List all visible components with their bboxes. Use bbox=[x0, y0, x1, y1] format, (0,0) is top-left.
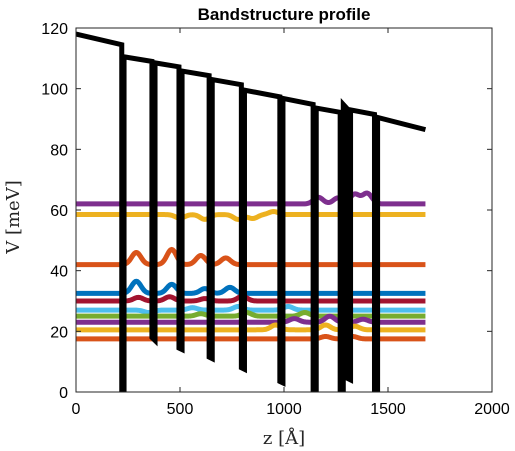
y-tick-label: 40 bbox=[50, 264, 68, 281]
state-curve-2 bbox=[76, 209, 427, 222]
state-curve-1 bbox=[76, 190, 427, 207]
y-tick-label: 100 bbox=[41, 82, 68, 99]
y-tick-label: 60 bbox=[50, 203, 68, 220]
y-axis-label: V [meV] bbox=[3, 180, 24, 255]
y-tick-label: 0 bbox=[59, 385, 68, 402]
state-curve-8 bbox=[76, 313, 427, 325]
y-tick-label: 20 bbox=[50, 324, 68, 341]
state-curve-3 bbox=[76, 246, 427, 268]
x-tick-label: 1000 bbox=[266, 401, 302, 418]
potential-profile bbox=[76, 31, 427, 392]
y-tick-label: 80 bbox=[50, 142, 68, 159]
x-tick-label: 2000 bbox=[474, 401, 510, 418]
state-curve-6 bbox=[76, 303, 427, 316]
state-curve-7 bbox=[76, 310, 427, 319]
y-tick-label: 120 bbox=[41, 21, 68, 38]
x-tick-label: 500 bbox=[167, 401, 194, 418]
state-curve-10 bbox=[76, 333, 427, 342]
state-curve-9 bbox=[76, 322, 427, 333]
state-curve-5 bbox=[76, 293, 427, 304]
plot-area bbox=[76, 31, 427, 392]
x-tick-label: 1500 bbox=[370, 401, 406, 418]
axes: 0 500 1000 1500 2000 0 20 40 60 80 100 120 bbox=[41, 21, 510, 418]
state-curve-4 bbox=[76, 278, 427, 296]
x-axis-label: z [Å] bbox=[263, 427, 305, 449]
x-tick-label: 0 bbox=[72, 401, 81, 418]
chart-title: Bandstructure profile bbox=[198, 5, 371, 24]
